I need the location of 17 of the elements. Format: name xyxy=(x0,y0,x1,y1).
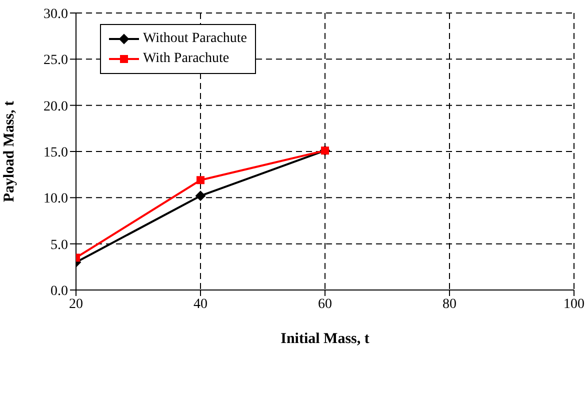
legend-label: Without Parachute xyxy=(143,31,248,47)
x-axis-title: Initial Mass, t xyxy=(280,331,370,347)
y-tick-label: 5.0 xyxy=(50,238,68,253)
y-axis-title: Payload Mass, t xyxy=(1,100,18,202)
y-tick-label: 25.0 xyxy=(44,53,68,68)
point xyxy=(196,176,204,184)
x-tick-label: 80 xyxy=(442,296,456,312)
x-tick-label: 20 xyxy=(69,296,83,312)
y-tick-label: 20.0 xyxy=(44,99,68,114)
legend-label: With Parachute xyxy=(143,51,230,67)
x-tick-label: 60 xyxy=(318,296,332,312)
y-tick-label: 30.0 xyxy=(44,6,68,22)
x-tick-label: 40 xyxy=(194,296,208,312)
y-tick-label: 10.0 xyxy=(44,192,68,207)
y-tick-label: 15.0 xyxy=(44,145,68,160)
x-tick-label: 100 xyxy=(564,296,584,312)
y-tick-label: 0.0 xyxy=(50,284,68,299)
